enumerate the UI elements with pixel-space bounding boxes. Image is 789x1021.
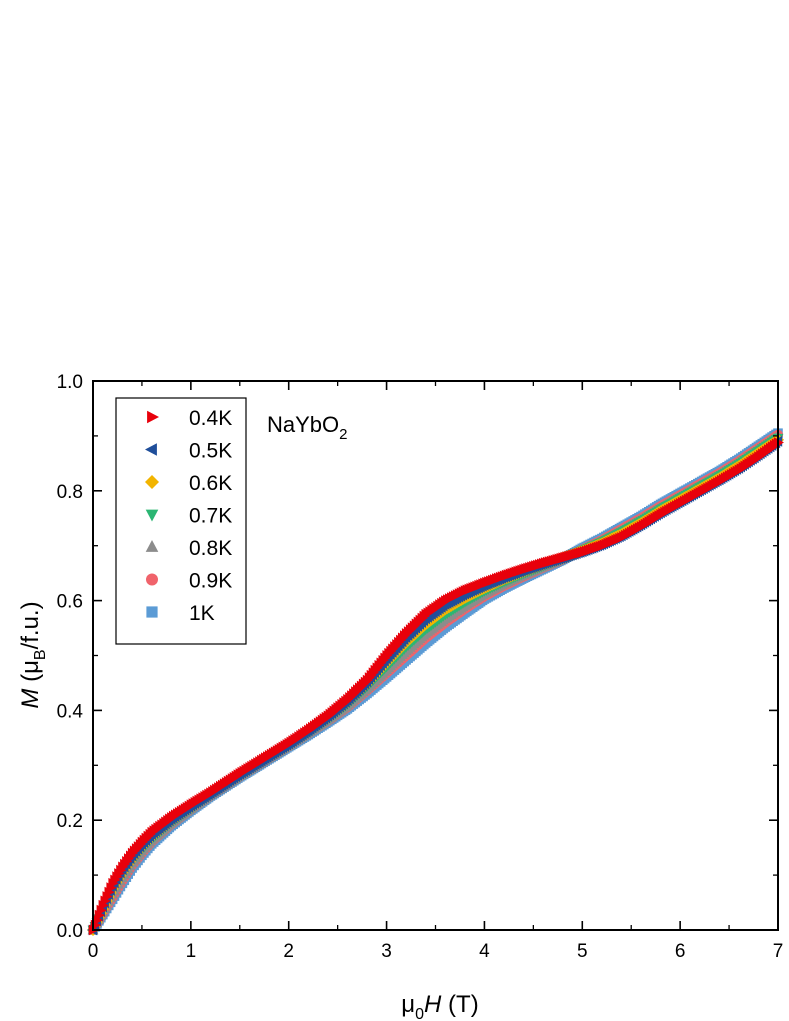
y-tick-label: 0.2 — [57, 811, 83, 832]
compound-annotation: NaYbO2 — [267, 412, 348, 443]
plot-frame — [92, 380, 779, 931]
legend-marker — [145, 475, 159, 489]
x-axis-title-prefix: μ — [401, 991, 415, 1018]
y-tick-label: 0.0 — [57, 921, 83, 942]
y-tick-label: 0.6 — [57, 592, 83, 613]
legend-marker — [146, 573, 158, 586]
legend-label: 0.6K — [189, 472, 232, 495]
legend-marker — [145, 443, 157, 456]
x-tick-label: 2 — [283, 941, 294, 962]
y-axis-title-italic: M — [17, 689, 44, 709]
legend-item-0.5K: 0.5K — [145, 440, 232, 463]
legend-items: 0.4K 0.5K 0.6K 0.7K 0.8K 0.9K 1K — [145, 407, 232, 625]
legend-label: 0.9K — [189, 570, 232, 593]
legend-label: 0.5K — [189, 440, 232, 463]
compound-subscript: 2 — [339, 426, 347, 443]
legend-item-0.6K: 0.6K — [145, 472, 232, 495]
legend-marker — [145, 509, 159, 522]
y-tick-label: 0.8 — [57, 482, 83, 503]
y-axis-title: M (μB/f.u.) — [17, 601, 49, 708]
y-axis-title-sub: B — [32, 649, 49, 660]
x-axis-title: μ0H (T) — [401, 991, 478, 1021]
legend-marker — [146, 606, 158, 618]
data-marks — [87, 428, 784, 936]
y-axis-title-close: /f.u.) — [17, 601, 44, 649]
y-tick-label: 0.4 — [57, 701, 84, 722]
compound-name: NaYbO — [267, 412, 339, 437]
legend-label: 0.7K — [189, 505, 232, 528]
legend-label: 0.8K — [189, 537, 232, 560]
legend-marker — [147, 410, 159, 424]
legend-item-0.9K: 0.9K — [146, 570, 232, 593]
x-tick-label: 1 — [186, 941, 197, 962]
x-axis-title-sub: 0 — [415, 1006, 424, 1021]
x-tick-label: 6 — [675, 941, 686, 962]
legend-item-0.7K: 0.7K — [145, 505, 232, 528]
legend-label: 1K — [189, 602, 215, 625]
x-axis-title-italic: H — [424, 991, 442, 1018]
x-tick-label: 0 — [88, 941, 99, 962]
legend-item-0.8K: 0.8K — [145, 537, 232, 560]
y-tick-label: 1.0 — [57, 372, 83, 393]
legend: 0.4K 0.5K 0.6K 0.7K 0.8K 0.9K 1K — [115, 397, 247, 645]
legend-item-1K: 1K — [146, 602, 215, 625]
series-0.4K — [88, 437, 784, 936]
axis-ticks: 0 1 2 3 4 5 6 7 0.0 0.2 0.4 0.6 0.8 1.0 — [57, 372, 784, 962]
legend-label: 0.4K — [189, 407, 232, 430]
x-axis-title-suffix: (T) — [441, 991, 478, 1018]
x-tick-label: 5 — [577, 941, 588, 962]
legend-box — [115, 397, 247, 645]
legend-item-0.4K: 0.4K — [147, 407, 232, 430]
y-axis-title-open: (μ — [17, 660, 44, 689]
x-tick-label: 7 — [773, 941, 784, 962]
legend-marker — [145, 540, 159, 552]
x-tick-label: 4 — [479, 941, 490, 962]
x-tick-label: 3 — [381, 941, 392, 962]
